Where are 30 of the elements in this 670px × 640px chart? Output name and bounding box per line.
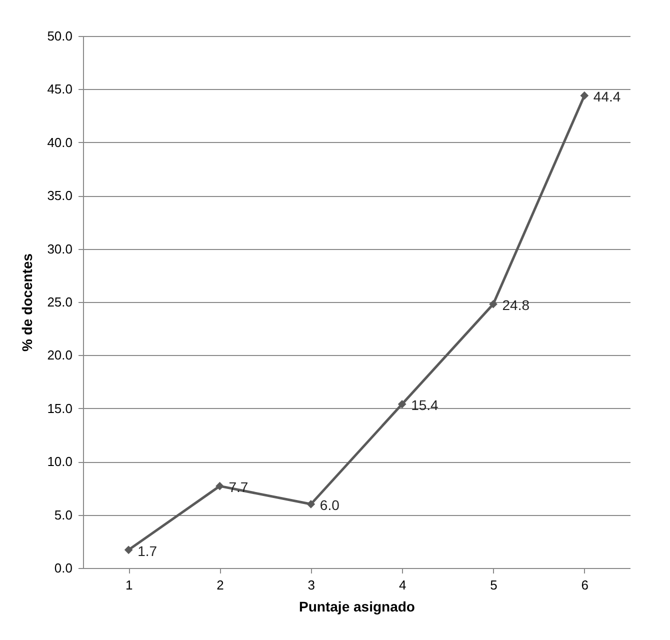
y-tick-label: 5.0: [54, 507, 72, 522]
y-tick-label: 0.0: [54, 560, 72, 576]
y-tick-label: 35.0: [47, 188, 72, 204]
y-tick-label: 20.0: [47, 348, 72, 363]
data-label: 1.7: [138, 542, 158, 559]
point: [124, 546, 133, 554]
point: [306, 500, 316, 508]
y-axis-title: % de docentes: [19, 253, 36, 352]
x-tick-label: 4: [398, 578, 406, 592]
data-label: 44.4: [593, 88, 621, 105]
x-tick-label: 3: [308, 578, 316, 592]
y-tick-label: 25.0: [47, 294, 72, 310]
y-tick-label: 45.0: [47, 82, 72, 97]
x-axis-title: Puntaje asignado: [299, 598, 415, 614]
x-tick-label: 5: [490, 578, 498, 592]
x-tick-label: 2: [216, 578, 224, 592]
data-label: 15.4: [411, 397, 439, 414]
data-label: 24.8: [502, 297, 530, 314]
point: [580, 91, 589, 100]
point: [216, 482, 224, 490]
x-tick-label: 6: [581, 578, 589, 592]
data-label: 6.0: [320, 497, 340, 514]
point: [489, 300, 498, 308]
y-tick-label: 10.0: [47, 454, 72, 470]
y-tick-label: 40.0: [47, 134, 72, 150]
point: [398, 400, 406, 408]
x-tick-label: 1: [125, 578, 133, 592]
y-tick-label: 15.0: [47, 400, 72, 416]
y-tick-label: 30.0: [47, 241, 72, 256]
y-tick-label: 50.0: [47, 28, 72, 44]
